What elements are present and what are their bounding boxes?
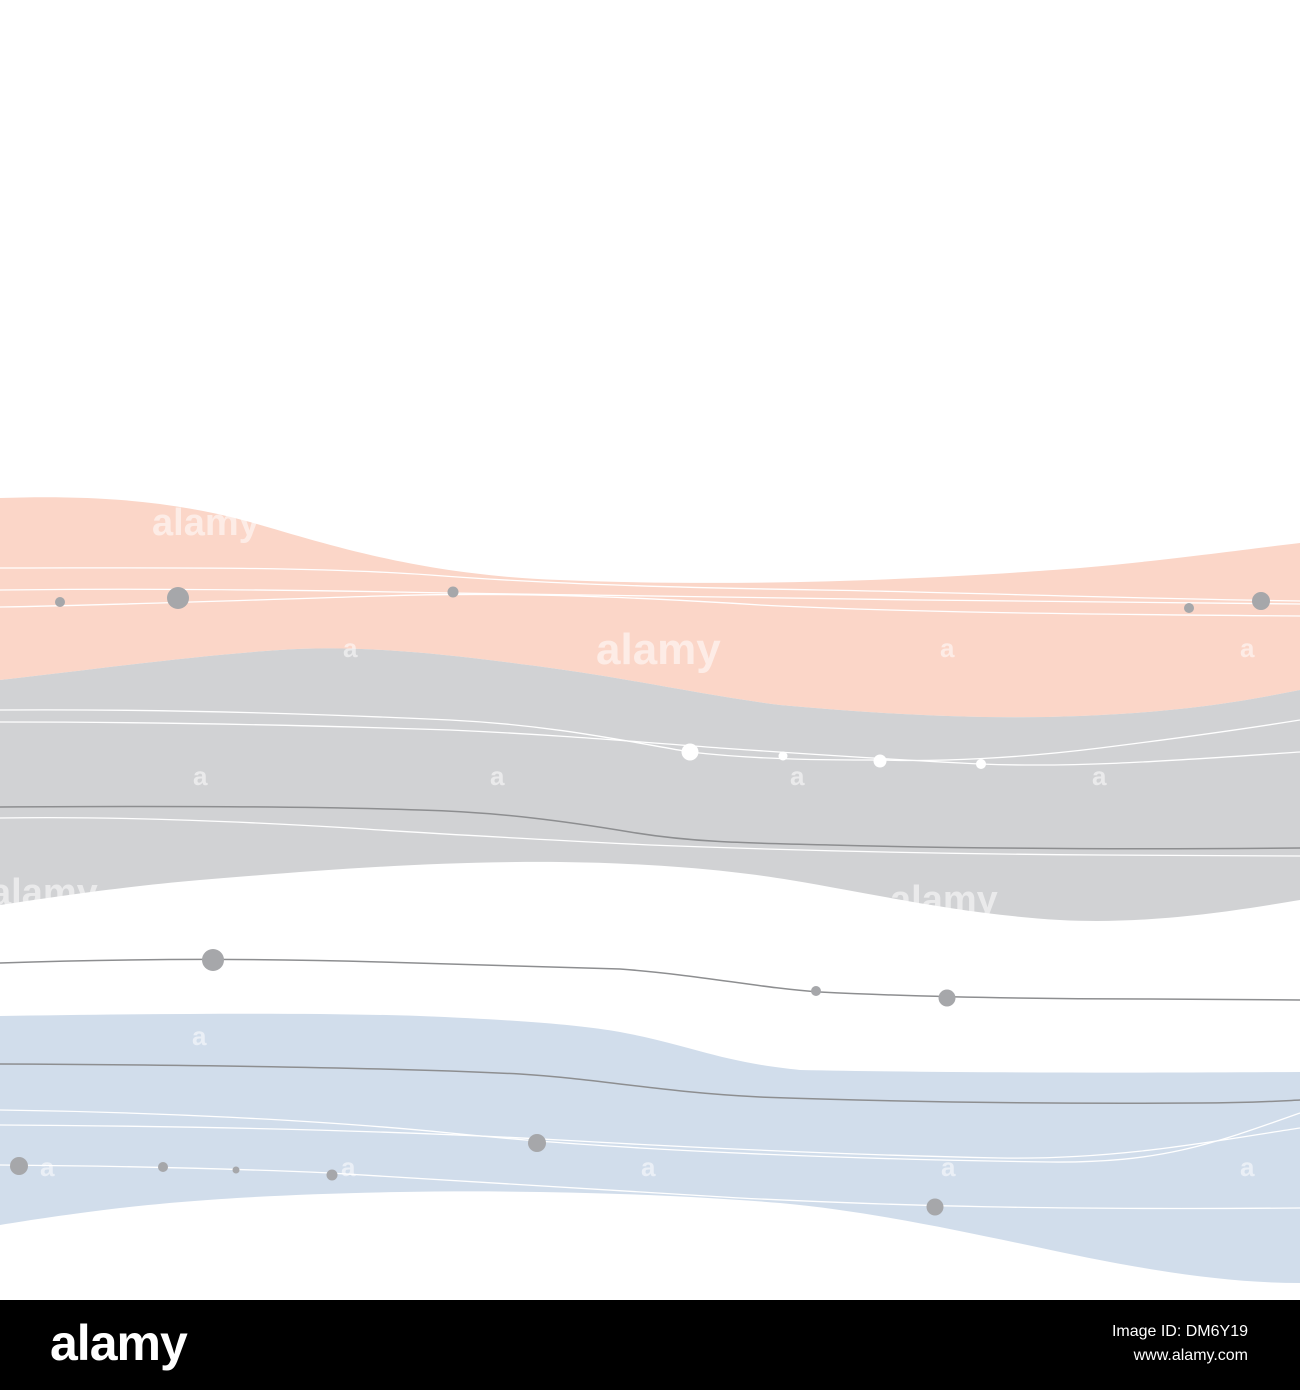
watermark-mark: a [40,1152,55,1182]
dot [447,586,459,598]
blue-line-dark [0,1063,1300,1104]
blue-line-white-2 [0,1164,1300,1210]
gray-band-line-dark [0,805,1300,850]
dot [976,759,986,769]
peach-line-3 [0,588,1300,605]
blue-line-white-1 [0,1109,1300,1163]
watermark-brand: alamy [152,502,260,544]
watermark-mark: a [641,1152,656,1182]
watermark-mark: a [343,633,358,663]
blue-line-white-3 [0,1124,1300,1159]
gray-band-line-white-2 [0,721,1300,766]
dot [55,597,65,607]
dot [926,1198,944,1216]
footer-logo[interactable]: alamy [50,1315,188,1371]
watermark-mark: a [193,761,208,791]
dot [202,949,224,971]
dot [811,986,821,996]
dot [167,587,189,609]
image-id-label: Image ID: DM6Y19 [1111,1323,1248,1340]
dot [873,754,887,768]
dot [778,751,788,761]
watermark-mark: a [1092,761,1107,791]
watermark-mark: a [1240,633,1255,663]
watermark-brand: alamy [890,879,998,921]
watermark-mark: a [941,1152,956,1182]
dot [938,989,956,1007]
footer-bar: alamy Image ID: DM6Y19 www.alamy.com [0,1300,1300,1390]
abstract-wave-artwork: alamy alamy alamy alamy a a a a a a a a … [0,497,1300,1283]
dot [158,1162,168,1172]
watermark-brand: alamy [0,872,98,914]
watermark-mark: a [490,761,505,791]
dot [681,743,699,761]
peach-wave-band [0,497,1300,718]
watermark-mark: a [341,1152,356,1182]
watermark-mark: a [940,633,955,663]
dot [232,1166,240,1174]
peach-line-1 [0,567,1300,602]
dot [1184,603,1194,613]
watermark-mark: a [790,761,805,791]
dot [1252,592,1270,610]
watermark-mark: a [1240,1152,1255,1182]
dot [528,1134,546,1152]
dot [10,1157,28,1175]
site-link[interactable]: www.alamy.com [1133,1347,1248,1364]
footer-meta: Image ID: DM6Y19 www.alamy.com [828,1320,1248,1368]
gray-band-line-white-3 [0,816,1300,857]
gray-band-line-white-1 [0,709,1300,762]
watermark-brand: alamy [596,625,721,674]
gray-wave-band [0,648,1300,921]
white-gap-line [0,958,1300,1001]
peach-line-2 [0,593,1300,617]
watermark-mark: a [192,1021,207,1051]
dot [326,1169,338,1181]
